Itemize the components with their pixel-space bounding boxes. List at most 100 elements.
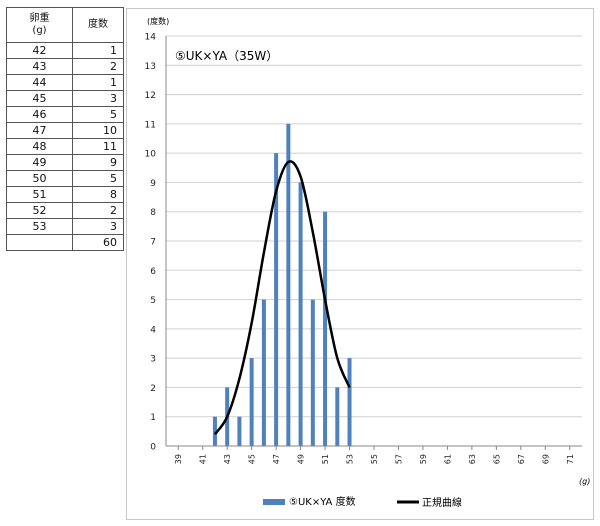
histogram-bar (286, 123, 291, 446)
cell-count: 10 (72, 122, 124, 139)
y-tick-label: 9 (150, 179, 156, 189)
cell-weight: 45 (6, 90, 73, 107)
cell-count: 9 (72, 154, 124, 171)
table-row: 49 9 (6, 154, 124, 171)
histogram-bar (298, 182, 303, 446)
cell-weight: 43 (6, 58, 73, 75)
legend-line-label: 正規曲線 (422, 496, 462, 509)
cell-weight: 51 (6, 186, 73, 203)
cell-count: 5 (72, 170, 124, 187)
table-row: 45 3 (6, 90, 124, 107)
y-tick-label: 10 (145, 150, 157, 160)
cell-count: 5 (72, 106, 124, 123)
y-tick-label: 5 (150, 296, 156, 306)
x-tick-label: 39 (174, 454, 183, 464)
y-tick-label: 12 (145, 91, 156, 101)
cell-count: 3 (72, 90, 124, 107)
chart-frame: 0 1 2 3 4 5 6 7 8 9 10 11 12 13 14 39 41 43 45 47 49 51 53 55 57… (126, 8, 594, 520)
y-tick-label: 0 (150, 443, 156, 453)
x-tick-label: 55 (370, 454, 379, 464)
y-tick-label: 4 (150, 325, 156, 335)
cell-weight: 53 (6, 218, 73, 235)
table-row: 50 5 (6, 170, 124, 187)
x-tick-label: 51 (321, 454, 330, 464)
histogram-bar (261, 299, 266, 446)
histogram-bar (274, 153, 279, 446)
frequency-table: 卵重 (g) 度数 42 1 43 2 44 1 45 3 46 5 47 10 48 11 … (6, 7, 124, 251)
x-tick-label: 49 (297, 454, 306, 464)
histogram-bar (212, 416, 217, 446)
table-row: 51 8 (6, 186, 124, 203)
table-row: 44 1 (6, 74, 124, 91)
table-row: 42 1 (6, 42, 124, 59)
table-total-row: 60 (6, 234, 124, 251)
cell-weight: 47 (6, 122, 73, 139)
chart-title: ⑤UK×YA（35W） (175, 49, 278, 63)
y-tick-label: 14 (145, 33, 157, 43)
x-tick-label: 47 (272, 454, 281, 464)
y-tick-label: 3 (150, 355, 156, 365)
legend-bar-label: ⑤UK×YA 度数 (289, 495, 356, 508)
y-axis-unit-label: (度数) (147, 16, 169, 26)
y-tick-label: 7 (150, 238, 156, 248)
header-egg-weight-label: 卵重 (g) (29, 13, 50, 36)
histogram-bar (310, 299, 315, 446)
x-tick-label: 63 (468, 454, 477, 464)
x-tick-label: 69 (541, 454, 550, 464)
y-tick-label: 1 (150, 413, 156, 423)
cell-weight: 52 (6, 202, 73, 219)
histogram-bar (249, 358, 254, 446)
legend-bar-swatch (263, 499, 285, 505)
y-tick-label: 13 (145, 62, 156, 72)
table-row: 48 11 (6, 138, 124, 155)
histogram-bar (335, 387, 340, 446)
cell-weight: 44 (6, 74, 73, 91)
table-row: 46 5 (6, 106, 124, 123)
y-tick-label: 11 (145, 120, 156, 130)
x-tick-label: 41 (199, 454, 208, 464)
y-tick-label: 8 (150, 208, 156, 218)
legend: ⑤UK×YA 度数 正規曲線 (263, 495, 462, 509)
x-tick-label: 53 (346, 454, 355, 464)
x-tick-label: 43 (223, 454, 232, 464)
header-egg-weight: 卵重 (g) (6, 7, 73, 43)
cell-count: 1 (72, 42, 124, 59)
cell-count: 2 (72, 58, 124, 75)
cell-weight: 46 (6, 106, 73, 123)
grid-lines (166, 35, 582, 418)
table-row: 52 2 (6, 202, 124, 219)
histogram-bar (323, 211, 328, 446)
histogram-bar (237, 416, 242, 446)
cell-count: 1 (72, 74, 124, 91)
x-tick-label: 61 (443, 454, 452, 464)
table-row: 47 10 (6, 122, 124, 139)
y-tick-label: 6 (150, 267, 156, 277)
normal-curve-layer (213, 160, 351, 436)
table-header-row: 卵重 (g) 度数 (6, 7, 124, 43)
cell-count: 8 (72, 186, 124, 203)
header-frequency: 度数 (72, 7, 124, 43)
cell-total-label (6, 234, 73, 251)
table-row: 43 2 (6, 58, 124, 75)
cell-weight: 49 (6, 154, 73, 171)
cell-count: 3 (72, 218, 124, 235)
cell-total-count: 60 (72, 234, 124, 251)
cell-count: 2 (72, 202, 124, 219)
x-tick-label: 67 (517, 454, 526, 464)
x-tick-label: 65 (492, 454, 501, 464)
cell-weight: 48 (6, 138, 73, 155)
x-tick-label: 59 (419, 454, 428, 464)
histogram-bar (347, 358, 352, 446)
x-tick-label: 45 (248, 454, 257, 464)
cell-count: 11 (72, 138, 124, 155)
normal-curve-line (213, 160, 351, 436)
x-tick-label: 57 (394, 454, 403, 464)
x-axis-unit-label: (g) (579, 477, 590, 486)
table-row: 53 3 (6, 218, 124, 235)
x-tick-label: 71 (566, 454, 575, 464)
cell-weight: 50 (6, 170, 73, 187)
y-tick-label: 2 (150, 384, 156, 394)
cell-weight: 42 (6, 42, 73, 59)
